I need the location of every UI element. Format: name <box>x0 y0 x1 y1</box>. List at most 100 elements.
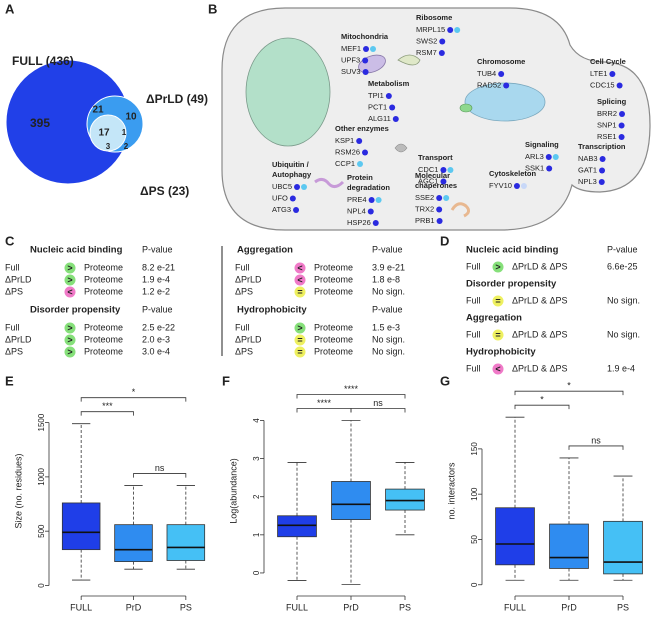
gene-label: ALG11 <box>368 114 391 123</box>
group-title: Transcription <box>578 142 626 151</box>
y-tick-label: 150 <box>470 442 479 456</box>
cell-outline <box>221 7 651 231</box>
significance-label: ns <box>155 463 165 473</box>
pvalue: 1.2 e-2 <box>142 286 170 296</box>
gene-label: UBC5 <box>272 182 292 191</box>
significance-label: * <box>540 395 544 405</box>
gene-label: ATG3 <box>272 205 291 214</box>
reference: Proteome <box>314 346 353 356</box>
set-name: ΔPrLD <box>5 274 32 284</box>
gene-label: CDC15 <box>590 80 615 89</box>
gene-dot <box>392 116 399 122</box>
pvalue: 3.9 e-21 <box>372 262 405 272</box>
section-title: Nucleic acid binding <box>466 245 559 256</box>
venn-region-count: 395 <box>30 116 50 130</box>
set-name: ΔPrLD <box>5 334 32 344</box>
set-name: Full <box>466 363 481 373</box>
gene-dot <box>520 183 527 189</box>
gene-dot <box>356 138 363 144</box>
pvalue-header: P-value <box>142 304 173 314</box>
set-name: Full <box>466 329 481 339</box>
gene-dot <box>367 208 374 215</box>
y-tick-label: 100 <box>470 487 479 501</box>
reference: Proteome <box>84 322 123 332</box>
box <box>331 481 371 520</box>
pvalue: 1.5 e-3 <box>372 322 400 332</box>
significance-bracket <box>514 404 570 410</box>
gene-label: UFO <box>272 193 288 202</box>
gene-label: PRE4 <box>347 195 367 204</box>
section-title: Nucleic acid binding <box>30 245 123 256</box>
venn-region-count: 21 <box>92 105 104 116</box>
group-title: Metabolism <box>368 79 410 88</box>
gene-label: CCP1 <box>335 159 355 168</box>
panel-label: F <box>222 373 230 388</box>
venn-region-count: 3 <box>106 142 111 151</box>
gene-label: PRB1 <box>415 216 435 225</box>
significance-bracket <box>296 394 406 399</box>
gene-dot <box>609 71 616 77</box>
gene-label: NPL3 <box>578 177 597 186</box>
chaperone <box>450 202 471 218</box>
pvalue: 1.9 e-4 <box>607 363 635 373</box>
section-title: Hydrophobicity <box>237 305 307 316</box>
group-title: Splicing <box>597 97 627 106</box>
x-tick-label: FULL <box>504 602 526 612</box>
reference: ΔPrLD & ΔPS <box>512 261 568 271</box>
symbol-badge <box>64 262 76 274</box>
x-tick-label: PrD <box>343 602 359 612</box>
y-tick-label: 1000 <box>37 467 46 485</box>
symbol-badge <box>294 346 306 358</box>
pvalue: No sign. <box>372 334 405 344</box>
gene-dot <box>513 183 520 189</box>
y-tick-label: 0 <box>37 583 46 588</box>
venn-region-count: 17 <box>98 128 110 139</box>
gene-label: PCT1 <box>368 102 387 111</box>
section-title: Hydrophobicity <box>466 347 536 358</box>
y-tick-label: 0 <box>470 582 479 587</box>
set-name: Full <box>466 295 481 305</box>
set-name: Full <box>5 262 20 272</box>
significance-label: ns <box>373 398 383 408</box>
gene-label: TUB4 <box>477 69 496 78</box>
x-tick-label: PrD <box>126 602 142 612</box>
gene-dot <box>389 104 396 111</box>
gene-dot <box>619 111 626 117</box>
gene-label: RSM7 <box>416 48 437 57</box>
reference: Proteome <box>314 322 353 332</box>
pvalue: 8.2 e-21 <box>142 262 175 272</box>
significance-label: **** <box>317 398 332 408</box>
symbol-badge <box>492 329 504 341</box>
panel-label: E <box>5 373 14 388</box>
group-title: Molecular <box>415 171 450 180</box>
box <box>495 507 535 566</box>
symbol-badge <box>64 274 76 286</box>
set-name: ΔPS <box>5 286 23 296</box>
panel-label: G <box>440 373 450 388</box>
gene-label: NAB3 <box>578 154 598 163</box>
set-name: ΔPS <box>235 286 253 296</box>
venn-region-count: 1 <box>122 128 127 137</box>
pvalue-header: P-value <box>607 244 638 254</box>
symbol-badge <box>492 295 504 307</box>
pvalue: No sign. <box>607 329 640 339</box>
reference: Proteome <box>314 334 353 344</box>
group-title: Ribosome <box>416 13 452 22</box>
gene-dot <box>447 167 454 173</box>
gene-dot <box>362 149 369 156</box>
group-title: Protein <box>347 173 373 182</box>
y-axis-label: no. interactors <box>446 462 456 520</box>
gene-label: MRPL15 <box>416 25 445 34</box>
x-tick-label: PS <box>617 602 629 612</box>
pvalue: 1.8 e-8 <box>372 274 400 284</box>
x-tick-label: FULL <box>286 602 308 612</box>
reference: Proteome <box>84 274 123 284</box>
reference: Proteome <box>84 346 123 356</box>
set-name: ΔPrLD <box>235 334 262 344</box>
significance-label: * <box>132 387 136 397</box>
gene-label: FYV10 <box>489 181 512 190</box>
panel-label: C <box>5 233 15 248</box>
gene-label: GAT1 <box>578 165 597 174</box>
comparison-symbol: = <box>495 296 500 306</box>
pvalue: 3.0 e-4 <box>142 346 170 356</box>
